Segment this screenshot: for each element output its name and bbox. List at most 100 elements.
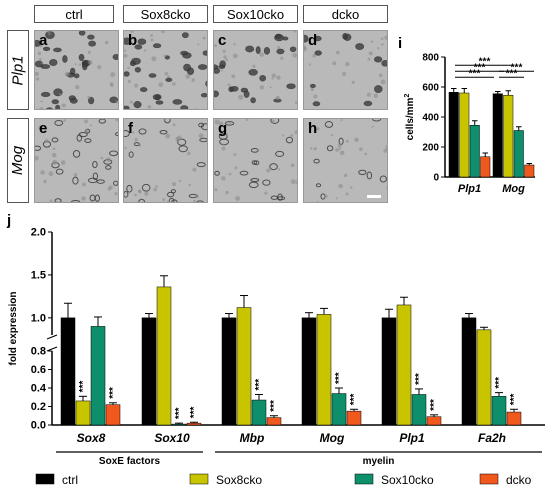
panel-letter-i: i <box>398 35 403 52</box>
texture-speck <box>197 43 200 46</box>
stained-cell <box>124 130 130 138</box>
texture-speck <box>228 172 232 176</box>
legend-label-dcko: dcko <box>506 473 532 487</box>
stained-cell <box>72 176 79 185</box>
stained-cell <box>124 37 132 45</box>
stained-cell <box>289 46 297 53</box>
texture-speck <box>192 167 197 172</box>
texture-speck <box>277 46 281 50</box>
stained-cell <box>55 168 64 175</box>
micrograph-e: e <box>34 118 119 203</box>
texture-speck <box>338 183 343 189</box>
stained-cell <box>131 57 141 65</box>
texture-speck <box>269 86 272 89</box>
texture-speck <box>346 139 349 143</box>
y-tick-label: 400 <box>422 113 439 124</box>
texture-speck <box>313 147 317 151</box>
stained-cell <box>126 184 133 193</box>
stained-cell <box>138 128 147 135</box>
texture-speck <box>232 53 238 59</box>
texture-speck <box>172 182 177 187</box>
texture-speck <box>256 148 260 152</box>
texture-speck <box>233 153 237 157</box>
stained-cell <box>152 94 162 101</box>
y-tick-label: 200 <box>422 143 439 154</box>
stained-cell <box>138 198 146 202</box>
texture-speck <box>97 65 102 70</box>
stained-cell <box>115 132 118 137</box>
texture-speck <box>134 83 139 88</box>
texture-speck <box>193 199 196 202</box>
bar-sox10cko-sox10 <box>171 423 187 426</box>
stained-cell <box>82 62 88 71</box>
stained-cell <box>269 163 278 171</box>
stained-cell <box>40 91 51 97</box>
y-tick-label: 600 <box>422 83 439 94</box>
texture-speck <box>221 146 226 151</box>
stained-cell <box>78 31 86 36</box>
texture-speck <box>124 53 128 58</box>
texture-speck <box>380 79 386 85</box>
significance-label: *** <box>494 377 505 389</box>
texture-speck <box>115 119 118 122</box>
texture-speck <box>167 75 170 78</box>
texture-speck <box>222 143 225 146</box>
significance-label: *** <box>506 68 518 79</box>
stained-cell <box>112 54 118 60</box>
texture-speck <box>73 172 78 177</box>
texture-speck <box>165 133 171 139</box>
texture-speck <box>35 71 40 77</box>
texture-speck <box>84 128 89 134</box>
stained-cell <box>54 198 62 202</box>
stained-cell <box>224 121 235 126</box>
texture-speck <box>47 31 51 34</box>
micrograph-b: b <box>123 30 208 110</box>
stained-cell <box>164 55 170 60</box>
texture-speck <box>308 63 312 66</box>
stained-cell <box>250 97 256 104</box>
texture-speck <box>335 197 338 200</box>
significance-label: *** <box>479 56 491 67</box>
stained-cell <box>239 170 249 176</box>
stained-cell <box>363 100 373 107</box>
texture-speck <box>313 39 316 42</box>
x-tick-label-plp1: Plp1 <box>458 183 481 195</box>
texture-speck <box>127 66 130 70</box>
significance-label: *** <box>511 62 523 73</box>
stained-cell <box>277 193 283 201</box>
texture-speck <box>380 37 384 41</box>
stained-cell <box>128 151 134 158</box>
group-label: myelin <box>363 456 395 467</box>
texture-speck <box>339 150 345 156</box>
stained-cell <box>285 136 294 144</box>
texture-speck <box>124 49 127 52</box>
texture-speck <box>191 78 196 82</box>
texture-speck <box>294 101 297 104</box>
stained-cell <box>139 87 148 93</box>
stained-cell <box>87 177 98 184</box>
texture-speck <box>233 43 236 46</box>
texture-speck <box>134 193 137 197</box>
stained-cell <box>214 67 221 74</box>
bar-dcko-mog <box>346 410 362 426</box>
y-axis-label-superscript: 2 <box>404 94 411 98</box>
texture-speck <box>49 199 53 202</box>
texture-speck <box>238 94 244 100</box>
y-axis-label: fold expression <box>8 292 19 366</box>
texture-speck <box>88 60 93 65</box>
significance-label: *** <box>334 372 345 384</box>
texture-speck <box>228 122 232 126</box>
column-label-sox10cko: Sox10cko <box>213 5 298 23</box>
bar-dcko-plp1 <box>426 416 442 426</box>
stained-cell <box>253 160 260 166</box>
texture-speck <box>331 134 334 137</box>
texture-speck <box>335 50 340 55</box>
significance-label: *** <box>414 373 425 385</box>
stained-cell <box>152 43 162 49</box>
texture-speck <box>143 49 147 52</box>
significance-label: *** <box>469 68 481 79</box>
stained-cell <box>205 80 207 87</box>
texture-speck <box>87 50 91 54</box>
texture-speck <box>218 121 224 127</box>
legend-swatch-sox8cko <box>189 473 209 485</box>
